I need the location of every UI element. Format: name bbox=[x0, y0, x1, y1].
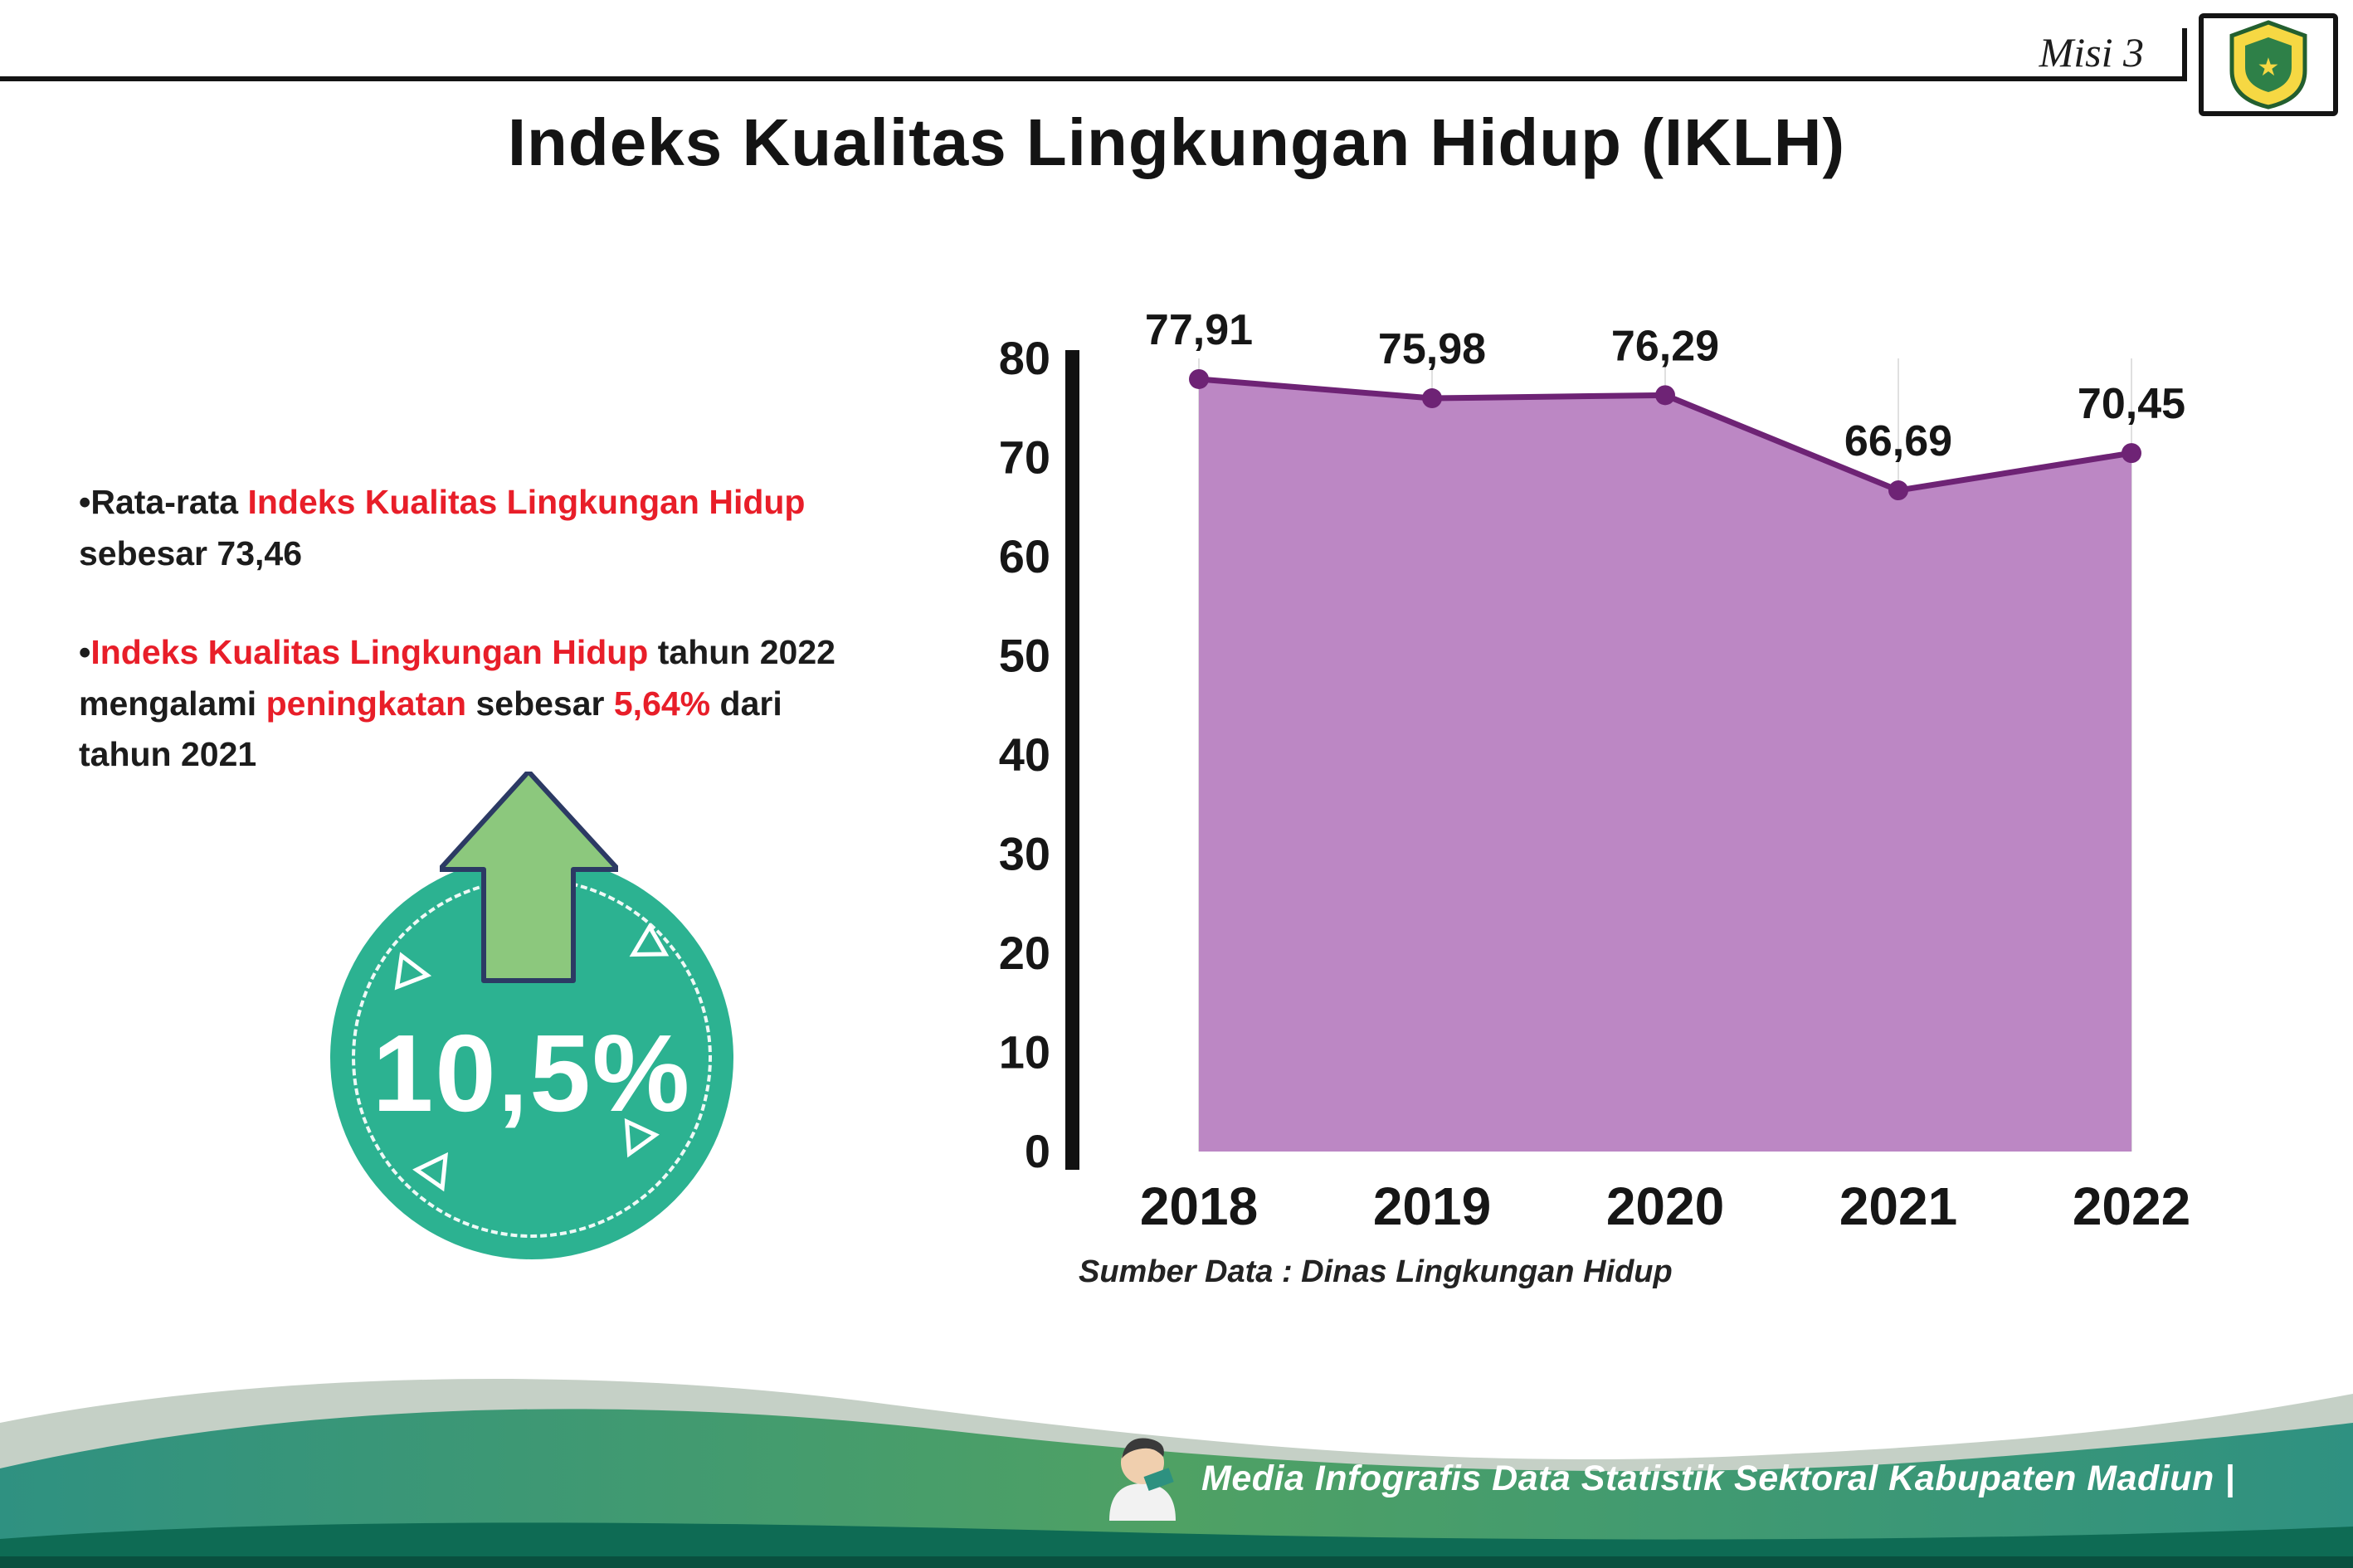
svg-text:30: 30 bbox=[999, 828, 1050, 880]
kabupaten-madiun-logo: ★ bbox=[2199, 13, 2338, 116]
svg-text:66,69: 66,69 bbox=[1844, 417, 1952, 465]
footer-credit: Media Infografis Data Statistik Sektoral… bbox=[1201, 1458, 2235, 1498]
bullet-item-increase: •Indeks Kualitas Lingkungan Hidup tahun … bbox=[79, 633, 835, 773]
svg-text:40: 40 bbox=[999, 728, 1050, 781]
svg-text:70: 70 bbox=[999, 431, 1050, 484]
svg-text:★: ★ bbox=[2258, 54, 2280, 81]
source-note: Sumber Data : Dinas Lingkungan Hidup bbox=[1079, 1254, 1673, 1289]
svg-text:10: 10 bbox=[999, 1026, 1050, 1079]
svg-text:75,98: 75,98 bbox=[1378, 325, 1486, 373]
svg-text:0: 0 bbox=[1025, 1125, 1050, 1177]
svg-text:80: 80 bbox=[999, 332, 1050, 384]
svg-text:60: 60 bbox=[999, 530, 1050, 582]
svg-text:76,29: 76,29 bbox=[1611, 322, 1719, 370]
badge-triangle-decor bbox=[394, 923, 670, 1192]
iklh-area-chart: 77,91 2018 75,98 2019 76,29 2020 66,69 2021 70,4… bbox=[999, 306, 2190, 1236]
logo-frame-line bbox=[2182, 28, 2187, 81]
bullet-list: •Rata-rata Indeks Kualitas Lingkungan Hi… bbox=[79, 477, 971, 829]
svg-text:2022: 2022 bbox=[2073, 1176, 2190, 1236]
svg-text:2019: 2019 bbox=[1373, 1176, 1491, 1236]
up-arrow-icon bbox=[440, 772, 618, 983]
growth-value: 10,5% bbox=[372, 1012, 692, 1134]
svg-text:20: 20 bbox=[999, 927, 1050, 979]
bullet-item-average: •Rata-rata Indeks Kualitas Lingkungan Hi… bbox=[79, 483, 806, 572]
footer-wave bbox=[0, 1379, 2353, 1568]
crest-icon: ★ bbox=[2229, 20, 2307, 110]
svg-text:2020: 2020 bbox=[1606, 1176, 1724, 1236]
svg-text:2021: 2021 bbox=[1839, 1176, 1957, 1236]
page-title: Indeks Kualitas Lingkungan Hidup (IKLH) bbox=[507, 105, 1846, 179]
svg-text:77,91: 77,91 bbox=[1145, 306, 1253, 354]
svg-text:50: 50 bbox=[999, 630, 1050, 682]
chart-container: 77,91 2018 75,98 2019 76,29 2020 66,69 2021 70,4… bbox=[954, 274, 2215, 1311]
misi-label: Misi 3 bbox=[2039, 29, 2144, 75]
svg-text:2018: 2018 bbox=[1140, 1176, 1258, 1236]
header-divider bbox=[0, 76, 2184, 81]
svg-text:70,45: 70,45 bbox=[2078, 380, 2185, 428]
growth-badge: 10,5% bbox=[330, 772, 733, 1259]
mascot-icon bbox=[1109, 1438, 1176, 1521]
